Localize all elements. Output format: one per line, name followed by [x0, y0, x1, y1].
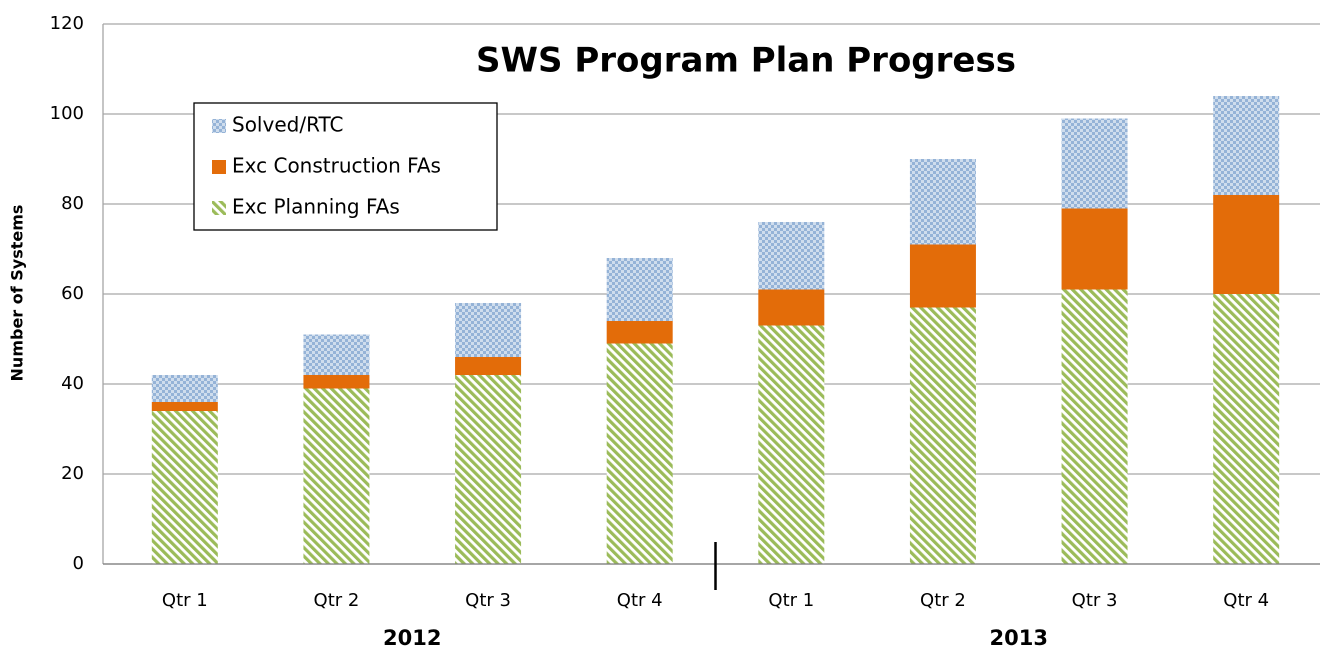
bar-segment	[455, 375, 522, 564]
bar-segment	[455, 303, 522, 357]
y-tick-label: 40	[61, 373, 84, 394]
bar-segment	[151, 411, 218, 564]
bar-segment	[909, 307, 976, 564]
bar-segment	[303, 334, 370, 375]
bar-segment	[758, 325, 825, 564]
bar-segment	[151, 375, 218, 402]
bar-segment	[1061, 289, 1128, 564]
x-tick-label: Qtr 3	[465, 590, 511, 611]
bar-segment	[758, 222, 825, 290]
legend-swatch	[212, 201, 226, 215]
x-tick-label: Qtr 4	[617, 590, 663, 611]
bar-segment	[151, 402, 218, 411]
bar-segment	[1213, 294, 1280, 564]
bar-segment	[606, 343, 673, 564]
bar-segment	[303, 388, 370, 564]
x-tick-label: Qtr 1	[768, 590, 814, 611]
x-tick-label: Qtr 2	[314, 590, 360, 611]
x-tick-label: Qtr 4	[1223, 590, 1269, 611]
x-tick-label: Qtr 2	[920, 590, 966, 611]
y-tick-label: 20	[61, 463, 84, 484]
y-tick-label: 100	[50, 103, 84, 124]
bar-segment	[1213, 96, 1280, 195]
bar-segment	[758, 289, 825, 326]
legend-label: Exc Construction FAs	[232, 154, 441, 178]
chart-title: SWS Program Plan Progress	[476, 41, 1016, 81]
bar-segment	[909, 159, 976, 245]
legend-box	[193, 102, 498, 231]
y-tick-label: 0	[73, 553, 84, 574]
legend-label: Exc Planning FAs	[232, 195, 400, 219]
bar-segment	[606, 321, 673, 344]
y-tick-label: 120	[50, 13, 84, 34]
bar-segment	[303, 375, 370, 389]
bar-segment	[1061, 118, 1128, 209]
bar-segment	[455, 357, 522, 375]
bar-segment	[1213, 195, 1280, 294]
y-axis-label: Number of Systems	[8, 205, 27, 382]
bar-segment	[909, 244, 976, 308]
x-tick-label: Qtr 3	[1072, 590, 1118, 611]
x-tick-label: Qtr 1	[162, 590, 208, 611]
legend-label: Solved/RTC	[232, 113, 344, 137]
y-tick-label: 60	[61, 283, 84, 304]
bar-segment	[1061, 208, 1128, 290]
group-label: 2013	[990, 626, 1048, 650]
y-tick-label: 80	[61, 193, 84, 214]
bar-segment	[606, 258, 673, 321]
legend-swatch	[212, 119, 226, 133]
legend-swatch	[212, 160, 226, 174]
group-label: 2012	[383, 626, 441, 650]
